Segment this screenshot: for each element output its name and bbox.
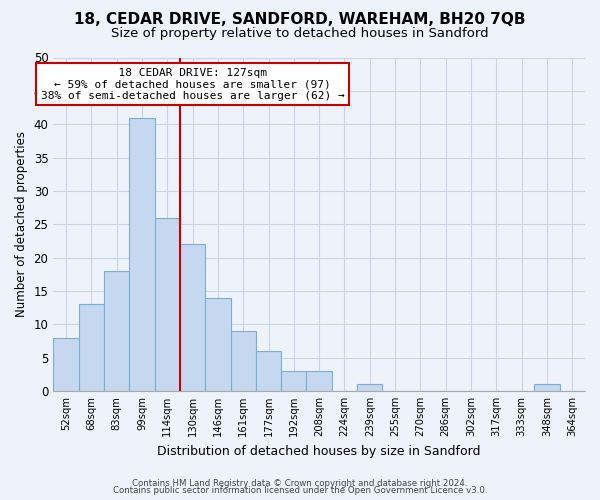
Bar: [205, 298, 230, 391]
Bar: [307, 371, 332, 391]
Bar: [180, 244, 205, 391]
Y-axis label: Number of detached properties: Number of detached properties: [15, 131, 28, 317]
Text: Contains public sector information licensed under the Open Government Licence v3: Contains public sector information licen…: [113, 486, 487, 495]
Bar: [53, 338, 79, 391]
Text: Size of property relative to detached houses in Sandford: Size of property relative to detached ho…: [111, 28, 489, 40]
Text: 18 CEDAR DRIVE: 127sqm  
← 59% of detached houses are smaller (97)
38% of semi-d: 18 CEDAR DRIVE: 127sqm ← 59% of detached…: [41, 68, 344, 100]
Bar: [535, 384, 560, 391]
Bar: [129, 118, 155, 391]
Bar: [104, 271, 129, 391]
Text: Contains HM Land Registry data © Crown copyright and database right 2024.: Contains HM Land Registry data © Crown c…: [132, 478, 468, 488]
Bar: [155, 218, 180, 391]
Text: 18, CEDAR DRIVE, SANDFORD, WAREHAM, BH20 7QB: 18, CEDAR DRIVE, SANDFORD, WAREHAM, BH20…: [74, 12, 526, 28]
Bar: [281, 371, 307, 391]
Bar: [357, 384, 382, 391]
Bar: [79, 304, 104, 391]
Bar: [230, 331, 256, 391]
X-axis label: Distribution of detached houses by size in Sandford: Distribution of detached houses by size …: [157, 444, 481, 458]
Bar: [256, 351, 281, 391]
